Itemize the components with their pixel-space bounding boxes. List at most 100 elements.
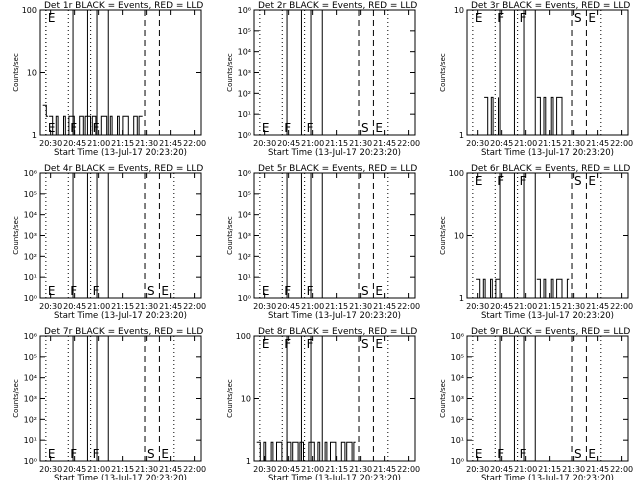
x-axis-label: Start Time (13-Jul-17 20:23:20) (268, 148, 401, 158)
marker-label-e: E (475, 11, 483, 25)
y-tick-label: 10⁴ (451, 374, 464, 383)
y-axis-label: Counts/sec (12, 53, 20, 92)
panel-title: Det 7r BLACK = Events, RED = LLD (44, 327, 203, 337)
x-tick-label: 21:30 (135, 139, 158, 148)
marker-label-s: S (574, 11, 582, 25)
marker-label-e: E (588, 11, 596, 25)
panel-title: Det 3r BLACK = Events, RED = LLD (471, 1, 630, 11)
x-tick-label: 21:00 (514, 465, 537, 474)
y-tick-label: 10³ (238, 69, 251, 78)
y-tick-label: 10⁰ (24, 457, 37, 466)
x-tick-label: 20:45 (63, 302, 86, 311)
x-tick-label: 21:45 (586, 139, 609, 148)
y-axis-label: Counts/sec (12, 216, 20, 255)
x-tick-label: 20:30 (39, 465, 62, 474)
y-tick-label: 10⁶ (238, 6, 251, 15)
x-tick-label: 21:00 (87, 465, 110, 474)
x-axis-label: Start Time (13-Jul-17 20:23:20) (481, 311, 614, 321)
x-tick-label: 22:00 (183, 465, 206, 474)
y-tick-label: 10⁵ (24, 190, 37, 199)
y-tick-label: 10² (24, 415, 37, 424)
x-tick-label: 21:45 (373, 139, 396, 148)
x-tick-label: 21:45 (159, 139, 182, 148)
series-trace-segment-2 (49, 115, 143, 136)
marker-label-e: E (375, 284, 383, 298)
x-tick-label: 21:30 (562, 302, 585, 311)
series-trace-segment-2 (536, 96, 563, 136)
y-tick-label: 10 (454, 6, 464, 15)
y-tick-label: 10³ (24, 395, 37, 404)
plot-frame (253, 172, 416, 299)
marker-label-s: S (147, 447, 155, 461)
y-axis-label: Counts/sec (12, 379, 20, 418)
y-tick-label: 1 (246, 457, 251, 466)
x-tick-label: 20:45 (490, 465, 513, 474)
y-tick-label: 10⁰ (24, 294, 37, 303)
plot-frame (466, 335, 629, 462)
x-tick-label: 22:00 (183, 139, 206, 148)
y-tick-label: 10¹ (238, 273, 251, 282)
series-trace-segment-1 (42, 104, 49, 117)
x-tick-label: 21:30 (349, 465, 372, 474)
x-tick-label: 21:15 (325, 302, 348, 311)
x-tick-label: 21:45 (373, 465, 396, 474)
marker-label-e: E (48, 121, 56, 135)
panel-title: Det 4r BLACK = Events, RED = LLD (44, 164, 203, 174)
y-axis-label: Counts/sec (439, 53, 447, 92)
x-tick-label: 21:15 (325, 465, 348, 474)
series-trace-segment-1 (484, 96, 499, 136)
y-tick-label: 10 (27, 69, 37, 78)
x-axis-label: Start Time (13-Jul-17 20:23:20) (481, 148, 614, 158)
x-tick-label: 21:30 (562, 465, 585, 474)
y-axis-label: Counts/sec (439, 379, 447, 418)
marker-label-e: E (48, 447, 56, 461)
marker-label-f: F (70, 121, 77, 135)
marker-label-s: S (147, 284, 155, 298)
y-tick-label: 10¹ (238, 110, 251, 119)
marker-label-f: F (70, 447, 77, 461)
marker-label-s: S (574, 447, 582, 461)
x-tick-label: 21:00 (301, 139, 324, 148)
x-tick-label: 22:00 (397, 465, 420, 474)
y-axis-label: Counts/sec (226, 379, 234, 418)
y-tick-label: 10⁵ (238, 27, 251, 36)
marker-label-e: E (262, 121, 270, 135)
x-tick-label: 22:00 (610, 139, 633, 148)
x-tick-label: 21:15 (538, 465, 561, 474)
marker-label-e: E (262, 284, 270, 298)
y-tick-label: 10⁶ (24, 332, 37, 341)
marker-label-f: F (520, 174, 527, 188)
marker-label-e: E (161, 447, 169, 461)
x-tick-label: 20:45 (277, 139, 300, 148)
marker-label-e: E (161, 284, 169, 298)
marker-label-s: S (361, 121, 369, 135)
marker-label-e: E (588, 447, 596, 461)
x-tick-label: 20:45 (490, 302, 513, 311)
x-tick-label: 21:15 (111, 465, 134, 474)
x-tick-label: 20:30 (253, 139, 276, 148)
marker-label-f: F (307, 121, 314, 135)
panel-title: Det 1r BLACK = Events, RED = LLD (44, 1, 203, 11)
marker-label-f: F (284, 284, 291, 298)
x-tick-label: 20:30 (466, 465, 489, 474)
y-tick-label: 10⁴ (24, 374, 37, 383)
x-tick-label: 21:00 (87, 139, 110, 148)
marker-label-f: F (307, 284, 314, 298)
x-tick-label: 21:00 (514, 302, 537, 311)
plot-frame (39, 335, 202, 462)
marker-label-e: E (48, 284, 56, 298)
y-tick-label: 10² (24, 252, 37, 261)
x-tick-label: 21:00 (301, 465, 324, 474)
series-trace-segment-1 (476, 278, 500, 299)
x-tick-label: 21:15 (538, 139, 561, 148)
y-tick-label: 100 (236, 332, 251, 341)
y-tick-label: 10⁵ (24, 353, 37, 362)
y-tick-label: 10⁰ (451, 457, 464, 466)
